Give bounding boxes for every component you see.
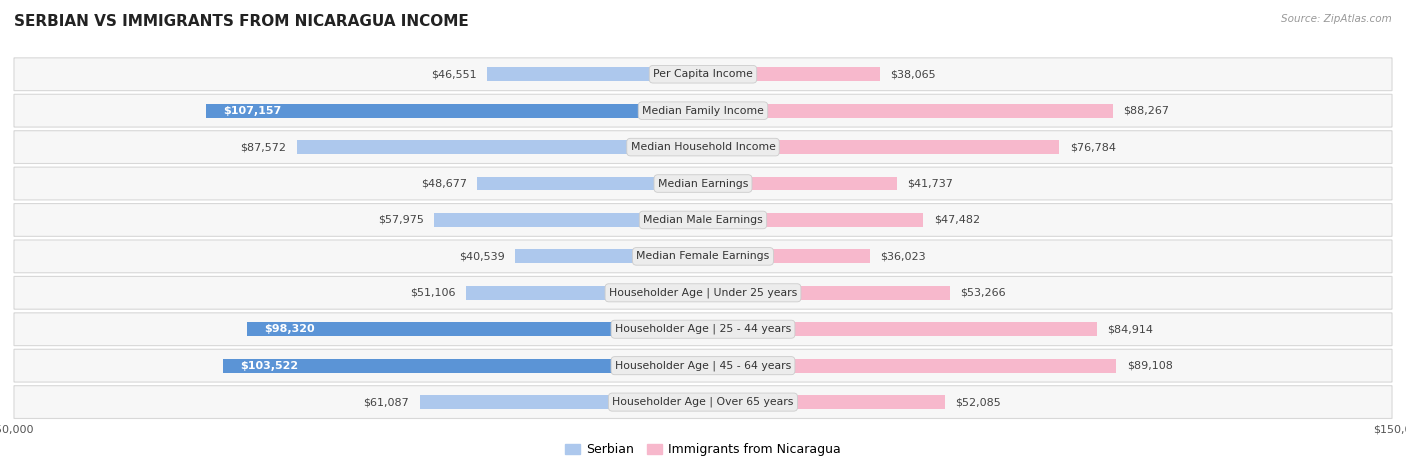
Text: SERBIAN VS IMMIGRANTS FROM NICARAGUA INCOME: SERBIAN VS IMMIGRANTS FROM NICARAGUA INC… [14,14,468,29]
Bar [703,395,945,409]
Text: $48,677: $48,677 [420,178,467,189]
Text: $51,106: $51,106 [411,288,456,298]
Text: $53,266: $53,266 [960,288,1007,298]
Text: Median Family Income: Median Family Income [643,106,763,116]
Bar [703,104,1112,118]
Text: Median Earnings: Median Earnings [658,178,748,189]
FancyBboxPatch shape [14,240,1392,273]
Text: $103,522: $103,522 [240,361,298,371]
Bar [205,104,703,118]
Text: Median Female Earnings: Median Female Earnings [637,251,769,262]
Text: $40,539: $40,539 [458,251,505,262]
Text: Median Male Earnings: Median Male Earnings [643,215,763,225]
Text: Householder Age | Under 25 years: Householder Age | Under 25 years [609,288,797,298]
Bar [297,140,703,154]
Text: $87,572: $87,572 [240,142,287,152]
Text: $107,157: $107,157 [224,106,281,116]
FancyBboxPatch shape [14,58,1392,91]
Text: $84,914: $84,914 [1108,324,1153,334]
Bar [703,67,880,81]
Text: $38,065: $38,065 [890,69,935,79]
Text: Per Capita Income: Per Capita Income [652,69,754,79]
Bar [477,177,703,191]
Bar [703,322,1097,336]
Bar [434,213,703,227]
Text: $46,551: $46,551 [432,69,477,79]
Bar [703,140,1059,154]
Text: $76,784: $76,784 [1070,142,1116,152]
Text: $41,737: $41,737 [907,178,953,189]
Text: $98,320: $98,320 [264,324,315,334]
Text: Householder Age | 45 - 64 years: Householder Age | 45 - 64 years [614,361,792,371]
Legend: Serbian, Immigrants from Nicaragua: Serbian, Immigrants from Nicaragua [560,439,846,461]
FancyBboxPatch shape [14,131,1392,163]
Bar [703,249,870,263]
Text: $47,482: $47,482 [934,215,980,225]
FancyBboxPatch shape [14,349,1392,382]
Text: Source: ZipAtlas.com: Source: ZipAtlas.com [1281,14,1392,24]
Text: $57,975: $57,975 [378,215,423,225]
FancyBboxPatch shape [14,94,1392,127]
Bar [486,67,703,81]
Text: $36,023: $36,023 [880,251,927,262]
Bar [419,395,703,409]
Bar [703,177,897,191]
FancyBboxPatch shape [14,167,1392,200]
Text: Householder Age | Over 65 years: Householder Age | Over 65 years [612,397,794,407]
Text: $88,267: $88,267 [1123,106,1168,116]
Text: $52,085: $52,085 [955,397,1001,407]
Text: Median Household Income: Median Household Income [630,142,776,152]
Text: Householder Age | 25 - 44 years: Householder Age | 25 - 44 years [614,324,792,334]
Bar [247,322,703,336]
FancyBboxPatch shape [14,313,1392,346]
Bar [703,359,1116,373]
Text: $61,087: $61,087 [363,397,409,407]
Text: $89,108: $89,108 [1126,361,1173,371]
FancyBboxPatch shape [14,276,1392,309]
Bar [703,213,924,227]
Bar [465,286,703,300]
Bar [222,359,703,373]
Bar [515,249,703,263]
FancyBboxPatch shape [14,204,1392,236]
Bar [703,286,950,300]
FancyBboxPatch shape [14,386,1392,418]
